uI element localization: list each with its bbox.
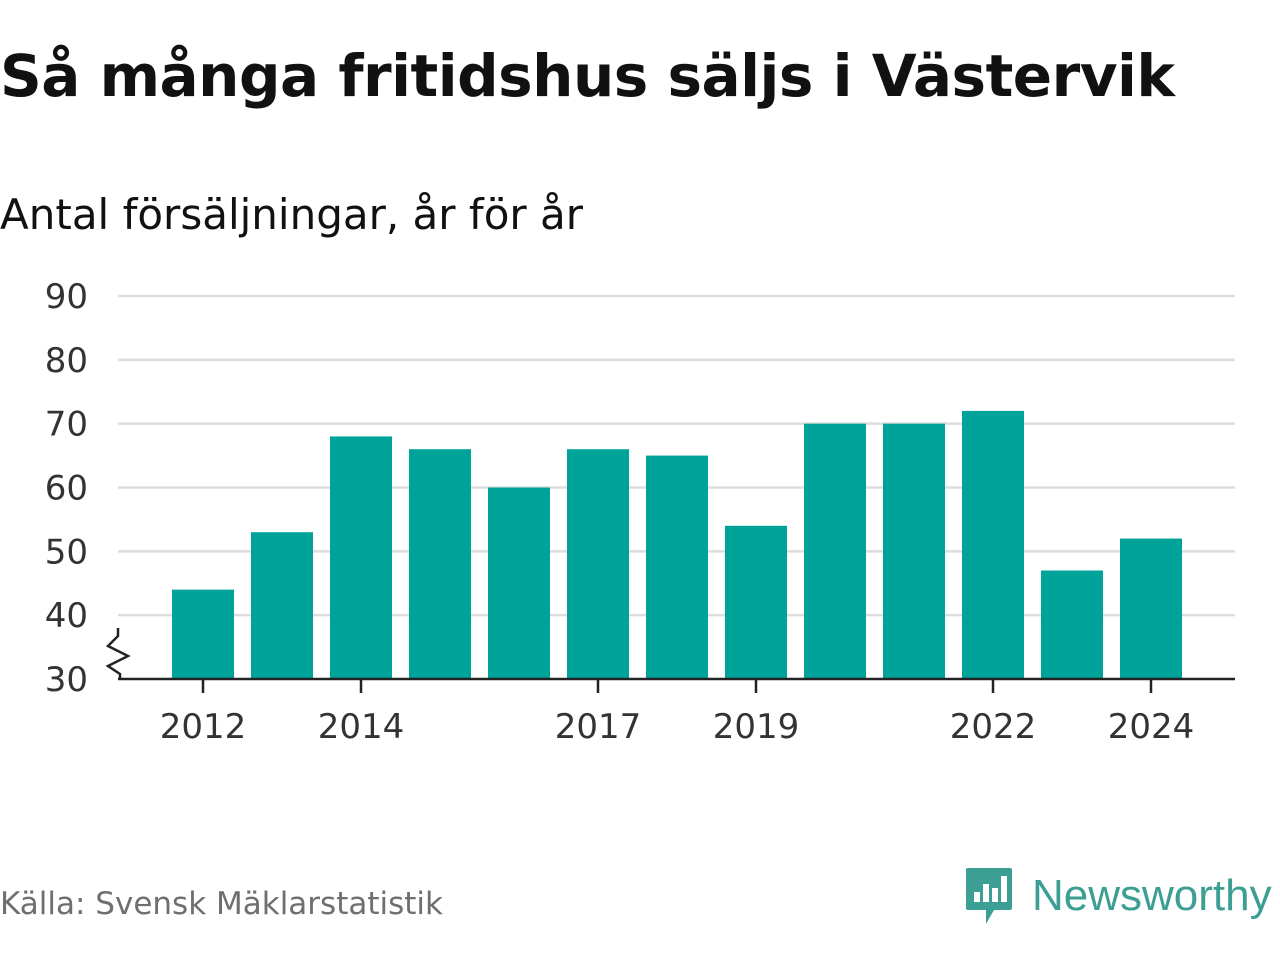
x-tick-label-2024: 2024 <box>1108 707 1195 747</box>
x-tick-label-2012: 2012 <box>160 707 247 747</box>
x-tick-label-2014: 2014 <box>318 707 405 747</box>
y-tick-label-50: 50 <box>45 532 88 572</box>
y-axis-break-marker <box>105 628 131 679</box>
bars <box>172 410 1182 679</box>
chart-subtitle: Antal försäljningar, år för år <box>0 190 584 239</box>
y-tick-label-30: 30 <box>45 660 88 700</box>
y-axis-ticks: 30 40 50 60 70 80 90 <box>45 277 88 700</box>
bar-2022 <box>962 410 1024 679</box>
y-tick-label-40: 40 <box>45 596 88 636</box>
bar-chart: 30 40 50 60 70 80 90 2012 2014 2017 2019 2022 2024 <box>45 277 1235 747</box>
y-tick-label-60: 60 <box>45 469 88 509</box>
x-axis: 2012 2014 2017 2019 2022 2024 <box>105 628 1235 747</box>
x-tick-label-2017: 2017 <box>555 707 642 747</box>
bar-2015 <box>409 449 471 679</box>
y-tick-label-80: 80 <box>45 341 88 381</box>
bar-2021 <box>883 423 945 679</box>
x-tick-label-2022: 2022 <box>950 707 1037 747</box>
bar-2017 <box>567 449 629 679</box>
bar-2013 <box>251 532 313 679</box>
bar-2012 <box>172 589 234 679</box>
x-tick-label-2019: 2019 <box>713 707 800 747</box>
chat-bubble-bar-chart-icon <box>966 868 1012 924</box>
brand-logo: Newsworthy <box>964 866 1272 926</box>
brand-name: Newsworthy <box>1032 871 1272 920</box>
chart-title: Så många fritidshus säljs i Västervik <box>0 42 1175 110</box>
y-tick-label-90: 90 <box>45 277 88 317</box>
y-tick-label-70: 70 <box>45 405 88 445</box>
bar-2016 <box>488 487 550 679</box>
source-note: Källa: Svensk Mäklarstatistik <box>0 886 443 922</box>
bar-2024 <box>1120 538 1182 679</box>
bar-2020 <box>804 423 866 679</box>
bar-2018 <box>646 455 708 679</box>
bar-2023 <box>1041 570 1103 679</box>
bar-2014 <box>330 436 392 679</box>
bar-2019 <box>725 525 787 679</box>
